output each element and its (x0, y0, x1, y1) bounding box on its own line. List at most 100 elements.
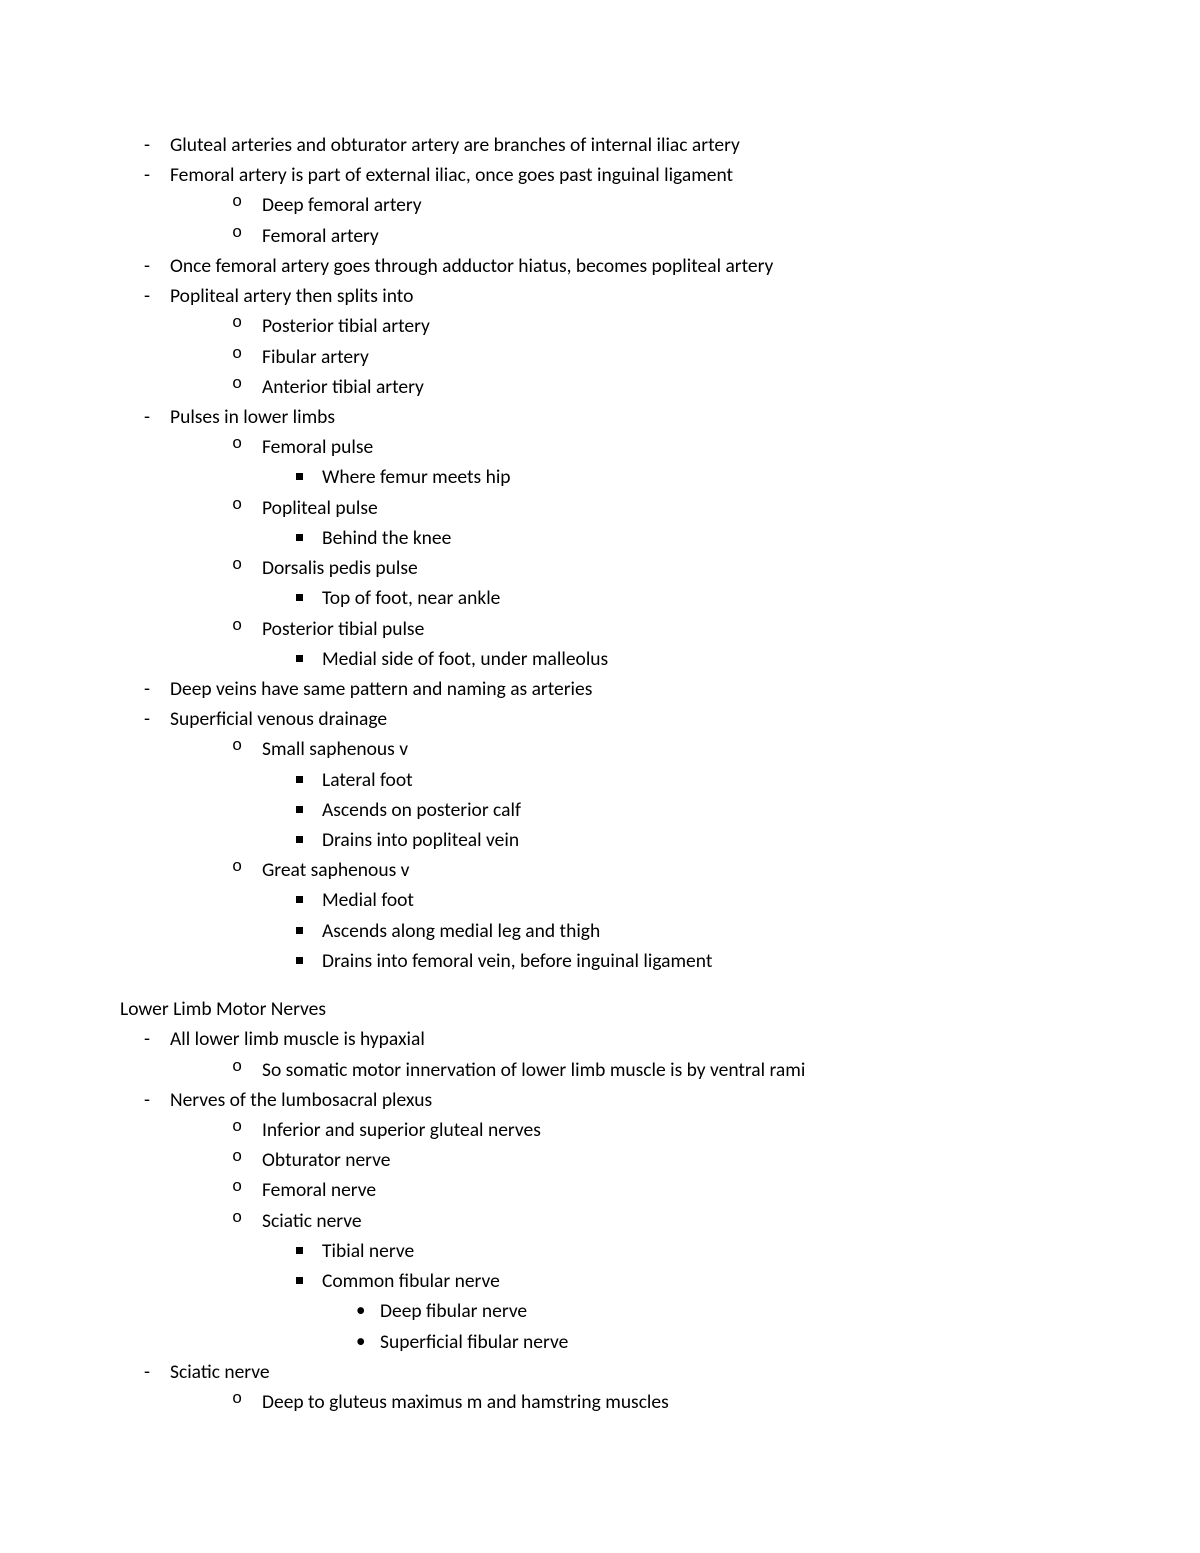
list-item-text: Popliteal artery then splits into (170, 284, 413, 308)
list-item: Popliteal artery then splits into Posteri… (170, 281, 1080, 402)
list-item: So somatic motor innervation of lower li… (262, 1055, 1080, 1085)
list-level-2: Small saphenous v Lateral foot Ascends on … (170, 734, 1080, 976)
list-level-3: Top of foot, near ankle (262, 583, 1080, 613)
list-item-text: Anterior tibial artery (262, 375, 424, 399)
list-item: Sciatic nerve Deep to gluteus maximus m a… (170, 1357, 1080, 1417)
list-item-text: Deep to gluteus maximus m and hamstring … (262, 1390, 669, 1414)
list-item: Deep veins have same pattern and naming … (170, 674, 1080, 704)
list-item: Anterior tibial artery (262, 372, 1080, 402)
list-item-text: So somatic motor innervation of lower li… (262, 1058, 805, 1082)
list-item-text: Medial foot (322, 888, 414, 912)
list-item-text: Dorsalis pedis pulse (262, 556, 418, 580)
list-item: Great saphenous v Medial foot Ascends alon… (262, 855, 1080, 976)
list-item: Femoral nerve (262, 1175, 1080, 1205)
list-level-2: Inferior and superior gluteal nerves Obtu… (170, 1115, 1080, 1357)
list-item-text: Common fibular nerve (322, 1269, 500, 1293)
list-item: Nerves of the lumbosacral plexus Inferior… (170, 1085, 1080, 1357)
list-item: Dorsalis pedis pulse Top of foot, near an… (262, 553, 1080, 613)
list-item-text: Superficial venous drainage (170, 707, 387, 731)
list-item-text: Femoral artery is part of external iliac… (170, 163, 733, 187)
list-item: Superficial fibular nerve (380, 1327, 1080, 1357)
list-item: Behind the knee (322, 523, 1080, 553)
list-item: Superficial venous drainage Small sapheno… (170, 704, 1080, 976)
list-item: Drains into femoral vein, before inguina… (322, 946, 1080, 976)
list-item-text: Gluteal arteries and obturator artery ar… (170, 133, 740, 157)
list-item: Posterior tibial pulse Medial side of foo… (262, 614, 1080, 674)
list-item: Tibial nerve (322, 1236, 1080, 1266)
list-item-text: Great saphenous v (262, 858, 409, 882)
list-item: Fibular artery (262, 342, 1080, 372)
list-item-text: Small saphenous v (262, 737, 408, 761)
list-item: Lateral foot (322, 765, 1080, 795)
list-item-text: Popliteal pulse (262, 496, 378, 520)
list-item-text: Drains into popliteal vein (322, 828, 519, 852)
list-item: Pulses in lower limbs Femoral pulse Where … (170, 402, 1080, 674)
list-level-3: Lateral foot Ascends on posterior calf Dra… (262, 765, 1080, 856)
list-level-3: Where femur meets hip (262, 462, 1080, 492)
list-item: Deep femoral artery (262, 190, 1080, 220)
list-item: Drains into popliteal vein (322, 825, 1080, 855)
list-item-text: Top of foot, near ankle (322, 586, 500, 610)
list-item-text: Femoral artery (262, 224, 379, 248)
list-item-text: Deep veins have same pattern and naming … (170, 677, 592, 701)
outline-block-1: Gluteal arteries and obturator artery ar… (120, 130, 1080, 976)
list-item-text: Lateral foot (322, 768, 413, 792)
list-item-text: Inferior and superior gluteal nerves (262, 1118, 541, 1142)
list-item: Deep fibular nerve (380, 1296, 1080, 1326)
list-item: Femoral artery is part of external iliac… (170, 160, 1080, 251)
list-level-3: Medial foot Ascends along medial leg and … (262, 885, 1080, 976)
list-item: Sciatic nerve Tibial nerve Common fibular … (262, 1206, 1080, 1357)
list-level-3: Tibial nerve Common fibular nerve Deep fib… (262, 1236, 1080, 1357)
list-item-text: Fibular artery (262, 345, 369, 369)
list-item: Femoral pulse Where femur meets hip (262, 432, 1080, 492)
list-item: Where femur meets hip (322, 462, 1080, 492)
list-level-2: Femoral pulse Where femur meets hip Poplit… (170, 432, 1080, 674)
list-item: Deep to gluteus maximus m and hamstring … (262, 1387, 1080, 1417)
list-item-text: Tibial nerve (322, 1239, 414, 1263)
list-item: Obturator nerve (262, 1145, 1080, 1175)
list-item-text: Superficial fibular nerve (380, 1330, 568, 1354)
list-item-text: Obturator nerve (262, 1148, 390, 1172)
list-item: Small saphenous v Lateral foot Ascends on … (262, 734, 1080, 855)
list-item: Inferior and superior gluteal nerves (262, 1115, 1080, 1145)
list-item: Posterior tibial artery (262, 311, 1080, 341)
section-heading: Lower Limb Motor Nerves (120, 994, 1080, 1024)
list-item-text: Deep fibular nerve (380, 1299, 527, 1323)
list-item-text: Femoral pulse (262, 435, 373, 459)
list-level-2: Deep femoral artery Femoral artery (170, 190, 1080, 250)
list-item-text: Drains into femoral vein, before inguina… (322, 949, 712, 973)
list-item: Common fibular nerve Deep fibular nerve Su… (322, 1266, 1080, 1357)
outline-block-2: All lower limb muscle is hypaxial So soma… (120, 1024, 1080, 1417)
list-level-4: Deep fibular nerve Superficial fibular ne… (322, 1296, 1080, 1356)
list-item-text: Posterior tibial pulse (262, 617, 424, 641)
list-level-2: So somatic motor innervation of lower li… (170, 1055, 1080, 1085)
list-item: All lower limb muscle is hypaxial So soma… (170, 1024, 1080, 1084)
list-item-text: Femoral nerve (262, 1178, 376, 1202)
list-item: Once femoral artery goes through adducto… (170, 251, 1080, 281)
list-item: Top of foot, near ankle (322, 583, 1080, 613)
list-item-text: Nerves of the lumbosacral plexus (170, 1088, 432, 1112)
list-level-3: Medial side of foot, under malleolus (262, 644, 1080, 674)
list-item-text: Medial side of foot, under malleolus (322, 647, 608, 671)
list-item-text: Ascends on posterior calf (322, 798, 521, 822)
list-item: Popliteal pulse Behind the knee (262, 493, 1080, 553)
list-item-text: Pulses in lower limbs (170, 405, 335, 429)
list-item-text: Posterior tibial artery (262, 314, 430, 338)
list-item-text: Where femur meets hip (322, 465, 511, 489)
list-item-text: Once femoral artery goes through adducto… (170, 254, 773, 278)
list-item: Femoral artery (262, 221, 1080, 251)
list-item-text: Deep femoral artery (262, 193, 422, 217)
list-item-text: Sciatic nerve (170, 1360, 270, 1384)
list-item: Ascends along medial leg and thigh (322, 916, 1080, 946)
list-item: Ascends on posterior calf (322, 795, 1080, 825)
list-item: Gluteal arteries and obturator artery ar… (170, 130, 1080, 160)
document-page: Gluteal arteries and obturator artery ar… (0, 0, 1200, 1553)
list-item-text: Behind the knee (322, 526, 451, 550)
list-level-2: Posterior tibial artery Fibular artery Ant… (170, 311, 1080, 402)
list-level-3: Behind the knee (262, 523, 1080, 553)
list-item: Medial foot (322, 885, 1080, 915)
list-level-2: Deep to gluteus maximus m and hamstring … (170, 1387, 1080, 1417)
list-item-text: All lower limb muscle is hypaxial (170, 1027, 425, 1051)
list-item-text: Ascends along medial leg and thigh (322, 919, 600, 943)
list-item-text: Sciatic nerve (262, 1209, 362, 1233)
